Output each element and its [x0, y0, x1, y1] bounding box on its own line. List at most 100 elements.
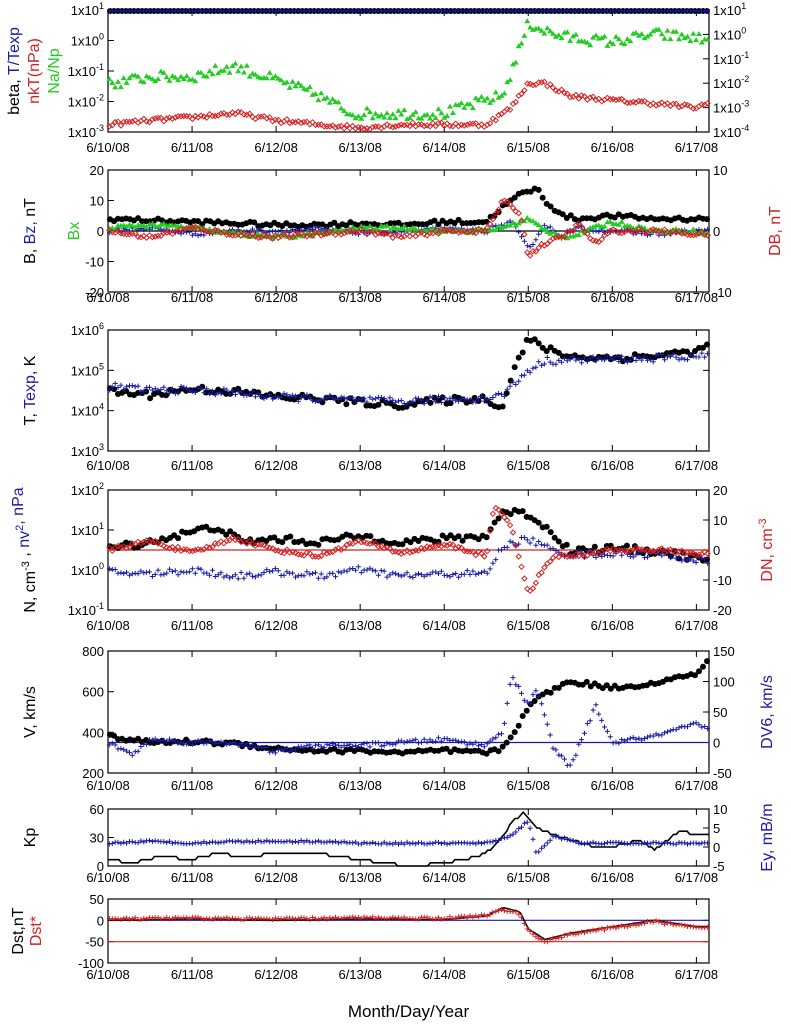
data-point [297, 119, 305, 127]
data-point [341, 108, 348, 113]
data-point [155, 567, 161, 573]
data-point [675, 103, 683, 111]
data-point [527, 369, 533, 375]
data-point [281, 747, 287, 753]
data-point [564, 358, 570, 364]
series-line [108, 906, 709, 941]
data-point [333, 914, 338, 920]
data-point [293, 574, 298, 580]
data-point [118, 382, 124, 388]
x-tick-label: 6/17/08 [675, 140, 718, 155]
data-point [559, 359, 565, 365]
data-point [669, 547, 677, 554]
data-point [427, 737, 433, 743]
data-point [192, 546, 199, 554]
data-point [240, 230, 248, 237]
data-point [536, 539, 542, 544]
data-point [656, 919, 662, 925]
data-point [678, 229, 685, 235]
data-point [327, 838, 333, 844]
data-point [650, 919, 656, 925]
data-point [161, 839, 167, 845]
data-point [271, 534, 278, 541]
data-point [693, 840, 699, 846]
data-point [164, 570, 170, 576]
data-point [106, 566, 112, 572]
data-point [521, 372, 527, 378]
data-point [539, 701, 545, 707]
data-point [510, 379, 516, 385]
data-point [596, 229, 602, 235]
data-point [529, 81, 537, 89]
data-point [572, 31, 579, 37]
data-point [499, 731, 504, 737]
data-point [615, 36, 622, 42]
data-point [250, 742, 255, 748]
data-point [280, 231, 288, 238]
data-point [550, 546, 556, 552]
data-point [235, 576, 241, 582]
data-point [335, 99, 342, 105]
data-point [501, 90, 508, 96]
data-point [476, 396, 482, 402]
y2-tick-label: -5 [713, 859, 725, 874]
data-point [416, 916, 421, 922]
data-point [573, 931, 579, 937]
data-point [550, 30, 556, 36]
data-point [499, 391, 504, 397]
y-tick-label: 1x10-1 [68, 62, 104, 79]
panel-beta: 1x10-31x10-21x10-11x1001x1011x10-41x10-3… [6, 1, 749, 155]
data-point [323, 94, 330, 100]
data-point [330, 395, 336, 401]
data-point [555, 32, 562, 38]
data-point [318, 916, 324, 922]
data-point [384, 110, 390, 116]
data-point [696, 668, 702, 675]
data-point [235, 916, 241, 922]
data-point [381, 742, 387, 748]
data-point [286, 119, 293, 127]
data-point [238, 389, 244, 395]
x-tick-label: 6/12/08 [254, 458, 297, 473]
data-point [495, 206, 502, 214]
y-tick-label: 50 [90, 892, 104, 907]
data-point [172, 738, 178, 744]
data-point [192, 78, 199, 84]
data-point [283, 546, 291, 553]
data-point [424, 739, 430, 745]
data-point [151, 233, 159, 240]
data-point [330, 570, 336, 576]
data-point [189, 224, 196, 231]
data-point [135, 215, 142, 222]
data-point [112, 742, 118, 748]
data-point [543, 523, 550, 530]
data-point [541, 226, 548, 232]
data-point [519, 824, 524, 830]
data-point [306, 549, 314, 557]
data-point [481, 228, 488, 235]
data-point [558, 35, 565, 41]
data-point [155, 738, 161, 744]
data-point [432, 115, 439, 121]
data-point [224, 915, 230, 921]
data-point [149, 737, 155, 743]
data-point [131, 230, 139, 237]
data-point [338, 105, 345, 111]
data-point [189, 566, 195, 572]
data-point [532, 220, 539, 226]
data-point [521, 238, 527, 244]
data-point [126, 543, 133, 551]
data-point [353, 567, 359, 573]
data-point [635, 32, 642, 38]
data-point [315, 553, 322, 561]
data-point [541, 361, 547, 367]
data-point [667, 555, 673, 561]
data-point [218, 916, 224, 922]
panel-frame [107, 650, 710, 774]
data-point [484, 570, 490, 576]
data-point [627, 99, 634, 106]
data-point [653, 918, 659, 924]
data-point [610, 553, 616, 559]
